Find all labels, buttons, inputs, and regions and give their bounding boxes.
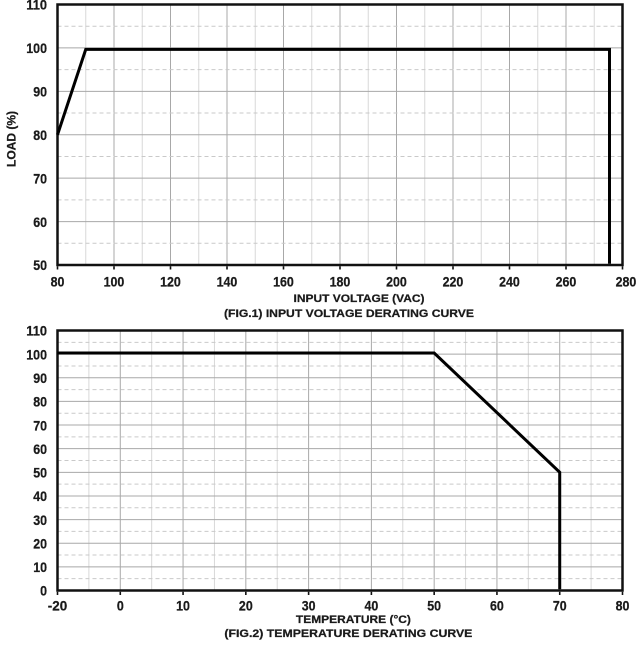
svg-text:80: 80 <box>33 395 47 410</box>
svg-text:60: 60 <box>33 215 47 230</box>
svg-text:40: 40 <box>33 489 47 504</box>
svg-text:(FIG.1) INPUT VOLTAGE DERATING: (FIG.1) INPUT VOLTAGE DERATING CURVE <box>224 308 474 320</box>
svg-text:20: 20 <box>33 536 47 551</box>
svg-text:10: 10 <box>33 560 47 575</box>
svg-text:30: 30 <box>302 599 316 614</box>
svg-text:100: 100 <box>26 347 47 362</box>
svg-text:-20: -20 <box>48 599 67 614</box>
svg-text:70: 70 <box>33 171 47 186</box>
svg-text:70: 70 <box>553 599 567 614</box>
svg-text:160: 160 <box>273 274 294 289</box>
svg-text:80: 80 <box>33 128 47 143</box>
svg-text:50: 50 <box>33 466 47 481</box>
svg-text:260: 260 <box>556 274 577 289</box>
svg-text:200: 200 <box>386 274 407 289</box>
svg-text:50: 50 <box>427 599 441 614</box>
svg-text:220: 220 <box>443 274 464 289</box>
svg-text:240: 240 <box>499 274 520 289</box>
svg-text:180: 180 <box>330 274 351 289</box>
svg-text:80: 80 <box>616 599 630 614</box>
svg-text:280: 280 <box>616 274 637 289</box>
svg-text:50: 50 <box>33 258 47 273</box>
svg-text:20: 20 <box>239 599 253 614</box>
svg-text:90: 90 <box>33 85 47 100</box>
svg-text:60: 60 <box>33 442 47 457</box>
svg-text:60: 60 <box>490 599 504 614</box>
svg-text:100: 100 <box>26 41 47 56</box>
svg-text:40: 40 <box>364 599 378 614</box>
svg-text:INPUT VOLTAGE (VAC): INPUT VOLTAGE (VAC) <box>294 293 425 305</box>
svg-text:120: 120 <box>160 274 181 289</box>
svg-text:70: 70 <box>33 418 47 433</box>
svg-text:0: 0 <box>117 599 124 614</box>
svg-text:90: 90 <box>33 371 47 386</box>
svg-text:10: 10 <box>176 599 190 614</box>
svg-text:80: 80 <box>51 274 65 289</box>
svg-text:0: 0 <box>40 584 47 599</box>
svg-text:(FIG.2) TEMPERATURE DERATING C: (FIG.2) TEMPERATURE DERATING CURVE <box>224 628 472 640</box>
svg-text:30: 30 <box>33 513 47 528</box>
svg-text:TEMPERATURE (°C): TEMPERATURE (°C) <box>296 614 411 626</box>
svg-text:140: 140 <box>217 274 238 289</box>
svg-text:110: 110 <box>26 0 47 13</box>
svg-text:110: 110 <box>26 324 47 339</box>
svg-text:LOAD (%): LOAD (%) <box>6 111 18 167</box>
svg-text:100: 100 <box>104 274 125 289</box>
